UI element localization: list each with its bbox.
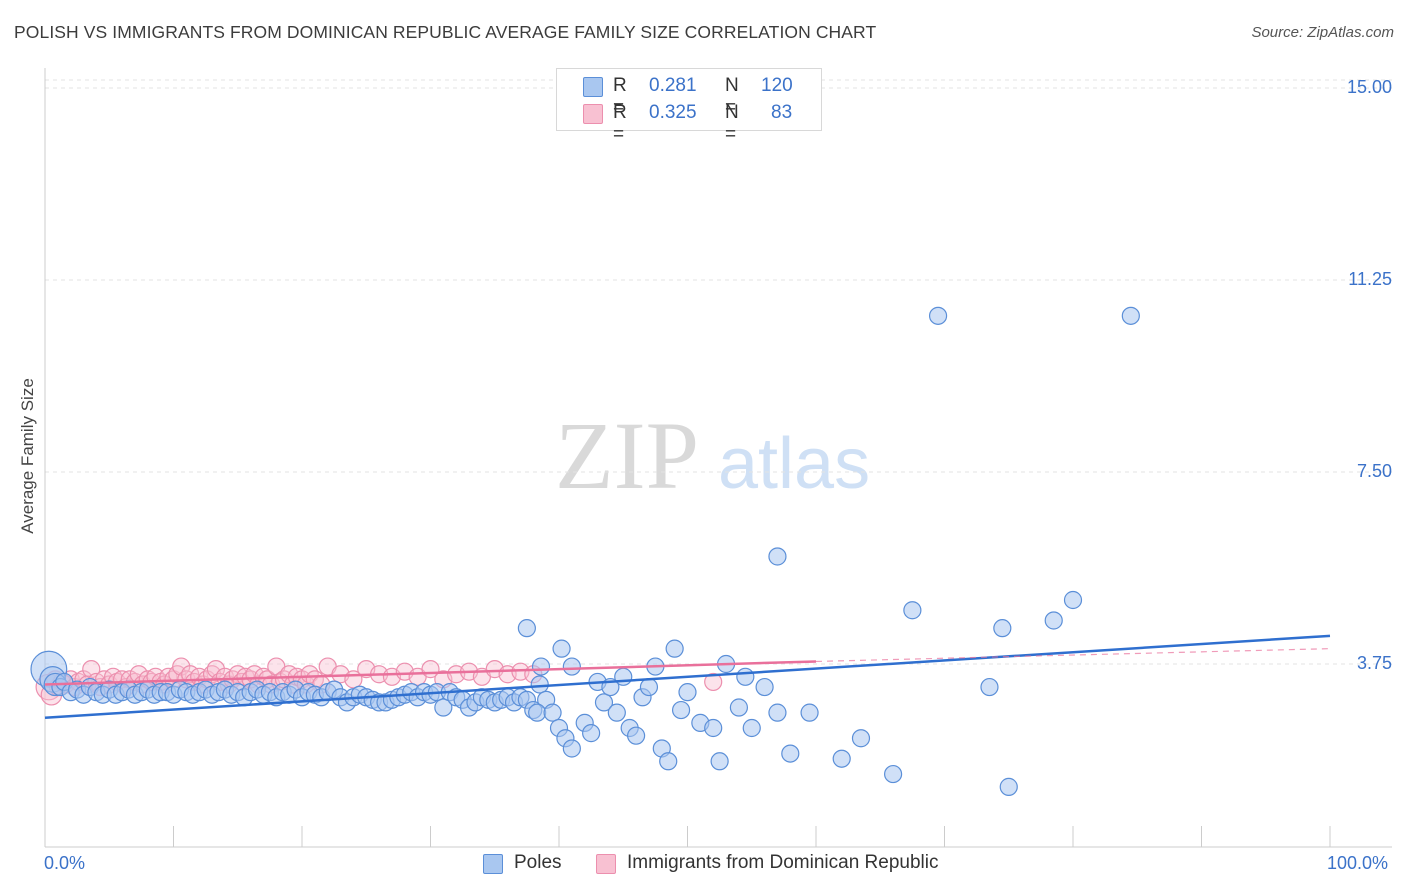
data-point bbox=[562, 657, 581, 676]
x-tick-max: 100.0% bbox=[1327, 853, 1389, 873]
y-tick-label: 7.50 bbox=[1356, 461, 1392, 481]
legend-r-value: 0.281 bbox=[649, 75, 697, 96]
legend-n-label: N = bbox=[725, 75, 739, 118]
data-point bbox=[729, 698, 749, 717]
watermark-atlas: atlas bbox=[718, 424, 870, 504]
trend-line-dominican bbox=[44, 660, 817, 686]
data-point bbox=[626, 726, 646, 745]
legend-r-label: R = bbox=[613, 75, 627, 118]
data-point bbox=[768, 703, 787, 722]
data-point bbox=[671, 700, 691, 720]
data-point bbox=[993, 619, 1012, 638]
data-point bbox=[736, 667, 755, 686]
legend-n-label: N = bbox=[725, 102, 739, 145]
data-point bbox=[614, 667, 633, 686]
data-point bbox=[552, 639, 571, 658]
legend-swatch-dominican bbox=[583, 104, 603, 124]
watermark-zip: ZIP bbox=[555, 402, 699, 509]
legend-n-value: 83 bbox=[771, 102, 793, 123]
bottom-label-poles: Poles bbox=[514, 852, 562, 873]
data-point bbox=[562, 739, 581, 758]
data-point bbox=[1063, 590, 1083, 610]
source-label: Source: ZipAtlas.com bbox=[1251, 24, 1394, 41]
trend-line-dominican-extension bbox=[815, 648, 1331, 663]
legend: R = 0.281 N = 120 R = 0.325 N = 83 bbox=[556, 68, 822, 145]
trend-lines bbox=[44, 634, 1331, 720]
data-point bbox=[528, 703, 547, 722]
legend-r-label: R = bbox=[613, 102, 627, 145]
gridlines bbox=[45, 79, 1392, 665]
data-point bbox=[903, 601, 922, 620]
data-point bbox=[999, 777, 1018, 796]
data-point bbox=[710, 752, 729, 771]
data-point bbox=[883, 764, 903, 784]
y-tick-label: 3.75 bbox=[1356, 653, 1392, 673]
bottom-swatch-dominican bbox=[596, 854, 616, 874]
data-point bbox=[980, 677, 999, 697]
data-point bbox=[1044, 611, 1063, 630]
data-point bbox=[517, 619, 536, 638]
series-poles bbox=[30, 306, 1140, 796]
data-point bbox=[800, 703, 819, 722]
data-point bbox=[768, 547, 787, 566]
data-point bbox=[781, 744, 800, 763]
x-tick-min: 0.0% bbox=[44, 853, 86, 873]
watermark: ZIP atlas bbox=[555, 402, 870, 509]
data-point bbox=[530, 675, 549, 694]
data-point bbox=[607, 703, 626, 722]
data-point bbox=[678, 683, 697, 702]
data-point bbox=[300, 665, 319, 684]
legend-n-value: 120 bbox=[761, 75, 793, 96]
data-point bbox=[742, 718, 761, 738]
data-point bbox=[704, 672, 723, 692]
data-point bbox=[639, 677, 659, 697]
bottom-swatch-poles bbox=[483, 854, 503, 874]
data-point bbox=[704, 718, 723, 738]
data-point bbox=[434, 698, 453, 717]
data-point bbox=[659, 752, 678, 771]
trend-line-poles bbox=[44, 634, 1331, 720]
data-point bbox=[755, 677, 774, 697]
data-point bbox=[582, 724, 601, 743]
y-tick-label: 15.00 bbox=[1346, 77, 1392, 97]
bottom-label-dominican: Immigrants from Dominican Republic bbox=[627, 852, 939, 873]
data-point bbox=[851, 729, 871, 748]
legend-swatch-poles bbox=[583, 77, 603, 97]
data-point bbox=[1121, 306, 1140, 325]
data-point bbox=[594, 693, 614, 712]
data-point bbox=[665, 639, 684, 658]
data-point bbox=[531, 657, 551, 676]
chart-title: POLISH VS IMMIGRANTS FROM DOMINICAN REPU… bbox=[14, 22, 877, 42]
y-tick-label: 11.25 bbox=[1348, 269, 1392, 289]
data-point bbox=[832, 749, 851, 768]
legend-r-value: 0.325 bbox=[649, 102, 697, 123]
data-point bbox=[543, 703, 562, 722]
data-point bbox=[928, 306, 948, 325]
